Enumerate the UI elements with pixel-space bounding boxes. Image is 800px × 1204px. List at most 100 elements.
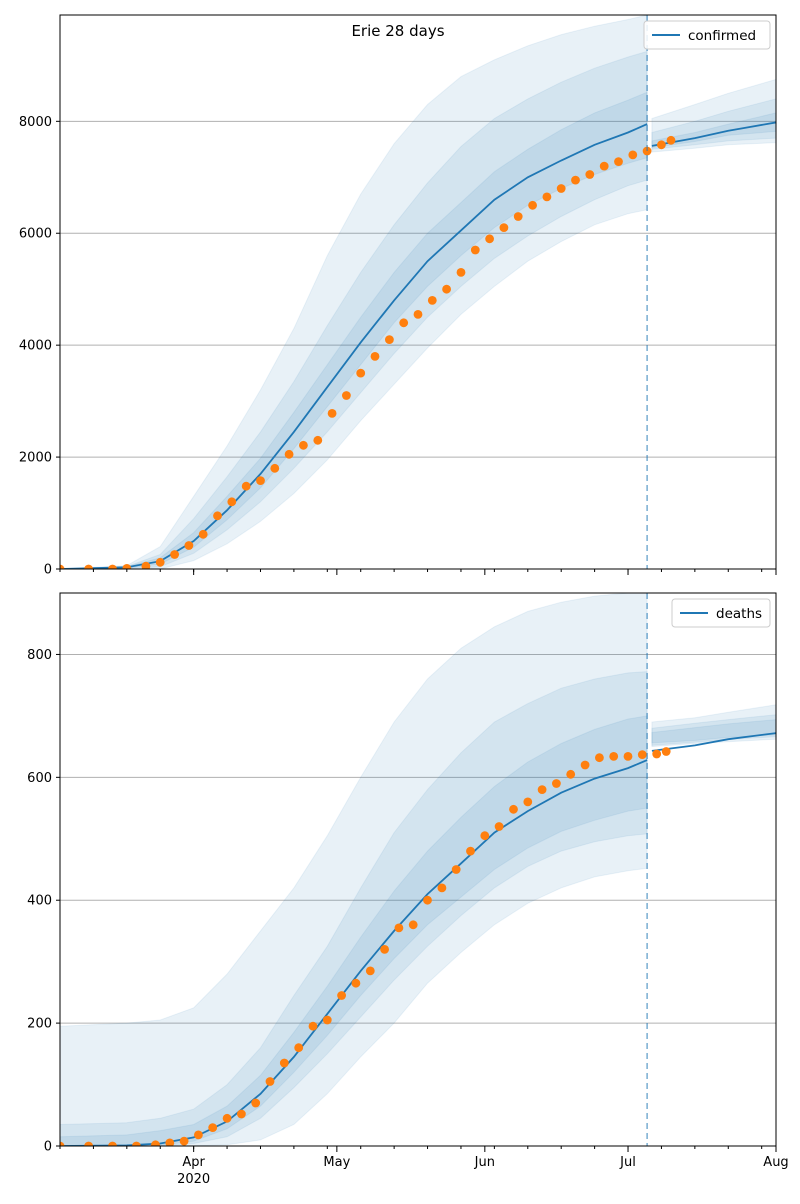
observed-point: [84, 1141, 93, 1146]
observed-point: [537, 785, 547, 794]
observed-point: [637, 750, 647, 759]
band-outer: [651, 78, 776, 153]
x-year-label: 2020: [177, 1172, 210, 1187]
x-tick-label: Jun: [474, 1155, 495, 1170]
observed-point: [141, 561, 151, 569]
observed-point: [614, 157, 623, 167]
legend-box: [671, 598, 771, 628]
observed-point: [423, 895, 432, 905]
observed-point: [179, 1136, 189, 1146]
observed-point: [661, 747, 671, 756]
observed-point: [151, 1140, 160, 1146]
observed-point: [308, 1021, 318, 1031]
observed-point: [380, 945, 389, 954]
observed-point: [155, 557, 165, 567]
band-middle: [651, 98, 776, 150]
observed-point: [399, 318, 409, 328]
observed-point: [132, 1141, 141, 1146]
observed-point: [394, 923, 404, 933]
y-tick-label: 400: [27, 894, 52, 909]
observed-point: [408, 920, 418, 930]
deaths-panel: 0 200 400 600 800 Apr May Jun Jul Aug 2020 deaths: [27, 592, 789, 1187]
legend-label: confirmed: [688, 28, 756, 44]
observed-point: [370, 352, 380, 361]
observed-point: [265, 1077, 275, 1086]
observed-point: [365, 966, 375, 976]
observed-point: [60, 564, 65, 569]
observed-point: [194, 1130, 203, 1140]
observed-point: [337, 991, 346, 1000]
observed-point: [442, 284, 451, 294]
observed-point: [294, 1043, 304, 1053]
observed-point: [122, 564, 132, 569]
x-tick-label: May: [323, 1155, 350, 1170]
observed-point: [599, 161, 609, 171]
observed-point: [313, 435, 323, 445]
observed-point: [165, 1138, 175, 1146]
observed-point: [580, 760, 590, 770]
observed-point: [60, 1141, 65, 1146]
observed-point: [108, 1141, 117, 1146]
observed-point: [251, 1098, 261, 1108]
y-tick-label: 2000: [19, 451, 52, 466]
y-tick-label: 800: [27, 648, 52, 663]
legend-label: deaths: [716, 606, 762, 622]
y-tick-label: 600: [27, 771, 52, 786]
observed-point: [413, 310, 423, 319]
observed-point: [170, 550, 180, 559]
observed-point: [108, 564, 117, 569]
observed-point: [208, 1123, 218, 1132]
observed-point: [628, 150, 638, 160]
axes-frame: [59, 14, 777, 570]
observed-point: [528, 200, 537, 210]
observed-point: [427, 296, 437, 305]
observed-point: [284, 449, 294, 459]
y-tick-label: 8000: [19, 115, 52, 130]
y-tick-label: 6000: [19, 227, 52, 242]
observed-point: [456, 268, 466, 277]
observed-point: [184, 541, 194, 550]
observed-point: [494, 822, 504, 831]
observed-point: [623, 752, 633, 761]
figure-title: Erie 28 days: [351, 22, 444, 40]
band-outer: [651, 704, 776, 748]
plot-body: [60, 593, 776, 1146]
band-outer: [60, 593, 648, 1146]
observed-point: [342, 391, 351, 400]
observed-point: [451, 865, 461, 874]
observed-point: [513, 212, 523, 221]
confirmed-panel: 0 2000 4000 6000 8000 confirmed: [19, 14, 777, 578]
observed-point: [241, 481, 251, 491]
model-line: [60, 759, 648, 1146]
observed-point: [566, 769, 576, 779]
observed-point: [652, 749, 662, 759]
y-tick-label: 0: [44, 563, 52, 578]
observed-point: [351, 978, 361, 988]
y-tick-label: 0: [44, 1140, 52, 1155]
legend-box: [643, 20, 771, 50]
observed-point: [385, 335, 394, 344]
plot-body: [60, 15, 776, 569]
observed-point: [552, 779, 561, 788]
observed-point: [356, 368, 366, 378]
observed-point: [485, 234, 494, 244]
observed-point: [198, 529, 208, 539]
observed-point: [222, 1113, 232, 1123]
observed-point: [279, 1058, 289, 1068]
band-outer: [60, 15, 648, 569]
observed-point: [595, 753, 604, 763]
band-middle: [60, 50, 648, 569]
observed-point: [437, 883, 447, 893]
y-tick-label: 4000: [19, 339, 52, 354]
observed-point: [666, 135, 676, 145]
x-tick-label: Apr: [182, 1155, 205, 1170]
observed-point: [256, 476, 265, 485]
observed-point: [237, 1109, 246, 1119]
observed-point: [509, 804, 518, 814]
observed-point: [499, 223, 509, 233]
observed-point: [270, 463, 280, 473]
observed-point: [556, 184, 566, 193]
y-tick-label: 200: [27, 1017, 52, 1032]
